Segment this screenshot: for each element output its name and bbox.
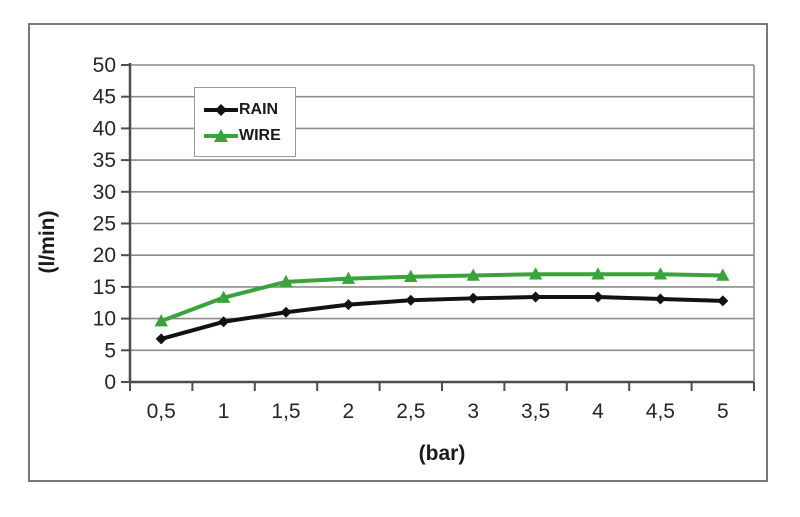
- wire-series-line: [159, 272, 725, 324]
- wire-marker: [716, 268, 730, 281]
- y-tick-label: 5: [104, 339, 116, 362]
- rain-marker: [467, 292, 479, 304]
- legend: RAIN WIRE: [194, 87, 296, 157]
- x-axis-title: (bar): [418, 442, 466, 465]
- x-tick-label: 2,5: [396, 400, 425, 423]
- wire-series-swatch-icon: [204, 129, 238, 142]
- wire-marker: [154, 314, 168, 327]
- x-tick-label: 3: [467, 400, 479, 423]
- rain-marker: [530, 291, 542, 303]
- rain-series-line: [159, 295, 725, 341]
- legend-label-rain: RAIN: [239, 101, 279, 118]
- rain-marker: [342, 299, 354, 311]
- wire-marker: [216, 290, 231, 303]
- legend-item-wire: WIRE: [203, 123, 295, 149]
- y-tick-label: 10: [93, 308, 116, 331]
- rain-marker: [280, 306, 292, 318]
- rain-marker: [218, 316, 230, 328]
- rain-marker: [405, 294, 417, 306]
- y-tick-label: 20: [93, 244, 116, 267]
- legend-label-wire: WIRE: [239, 127, 281, 144]
- y-tick-label: 15: [93, 276, 116, 299]
- wire-marker: [404, 269, 418, 283]
- wire-marker: [466, 268, 480, 281]
- chart-plot-svg: 0 5 10 15 20 25 30 35 40 45 50 0,5 1 1,5 2 2,5 3 3,5 4 4,5 5: [93, 54, 755, 423]
- rain-marker: [654, 293, 666, 305]
- wire-marker: [653, 267, 668, 280]
- y-tick-label: 40: [93, 117, 116, 140]
- wire-marker: [591, 267, 605, 280]
- x-tick-label: 1: [218, 400, 230, 423]
- y-tick-label: 30: [93, 181, 116, 204]
- x-tick-label: 4: [592, 400, 604, 423]
- y-tick-label: 25: [93, 213, 116, 236]
- legend-item-rain: RAIN: [203, 97, 295, 123]
- y-tick-label: 0: [104, 371, 116, 394]
- y-axis-title: (l/min): [36, 210, 59, 274]
- wire-marker: [528, 267, 543, 280]
- rain-marker: [717, 295, 729, 307]
- rain-series-swatch-icon: [204, 104, 238, 116]
- x-tick-label: 0,5: [147, 400, 176, 423]
- x-tick-label: 3,5: [521, 400, 550, 423]
- x-tick-label: 5: [717, 400, 729, 423]
- wire-marker: [279, 274, 293, 288]
- x-tick-label: 1,5: [271, 400, 300, 423]
- chart-frame: 0 5 10 15 20 25 30 35 40 45 50 0,5 1 1,5 2 2,5 3 3,5 4 4,5 5…: [28, 23, 768, 482]
- y-tick-label: 50: [93, 54, 116, 77]
- x-tick-label: 2: [343, 400, 355, 423]
- rain-marker: [155, 333, 167, 345]
- wire-marker: [341, 271, 356, 284]
- y-tick-label: 35: [93, 149, 116, 172]
- x-tick-label: 4,5: [646, 400, 675, 423]
- rain-marker: [592, 291, 604, 303]
- y-tick-label: 45: [93, 86, 116, 109]
